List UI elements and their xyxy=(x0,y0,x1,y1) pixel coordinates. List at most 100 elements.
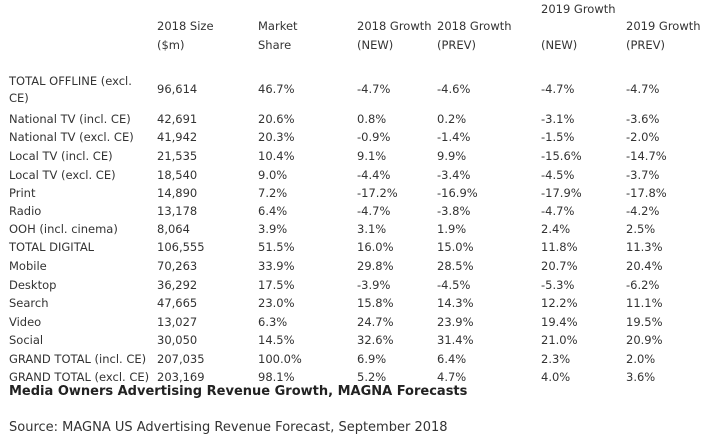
column-header-4-line-2: (PREV) xyxy=(437,38,477,52)
source-note: Source: MAGNA US Advertising Revenue For… xyxy=(9,420,448,435)
table-cell: -3.9% xyxy=(357,278,391,292)
table-caption: Media Owners Advertising Revenue Growth,… xyxy=(9,384,468,399)
table-cell: 2.5% xyxy=(626,222,656,236)
table-cell: 10.4% xyxy=(258,149,295,163)
table-cell: 4.0% xyxy=(541,370,571,384)
table-cell: 11.3% xyxy=(626,240,663,254)
table-cell: 42,691 xyxy=(157,112,198,126)
table-cell: 18,540 xyxy=(157,168,198,182)
row-label: National TV (incl. CE) xyxy=(9,112,131,126)
table-cell: -3.6% xyxy=(626,112,660,126)
row-label: Social xyxy=(9,333,44,347)
table-cell: 96,614 xyxy=(157,82,198,96)
table-cell: 3.9% xyxy=(258,222,288,236)
row-label: TOTAL DIGITAL xyxy=(9,240,95,254)
table-cell: 9.9% xyxy=(437,149,467,163)
column-header-4-line-1: 2018 Growth xyxy=(437,19,512,33)
table-cell: 0.8% xyxy=(357,112,387,126)
table-cell: 15.8% xyxy=(357,296,394,310)
row-label: National TV (excl. CE) xyxy=(9,130,134,144)
table-cell: 2.3% xyxy=(541,352,571,366)
table-cell: 16.0% xyxy=(357,240,394,254)
table-cell: -4.5% xyxy=(437,278,471,292)
table-cell: -4.7% xyxy=(357,204,391,218)
table-cell: -4.5% xyxy=(541,168,575,182)
table-cell: 17.5% xyxy=(258,278,295,292)
table-cell: -4.7% xyxy=(626,82,660,96)
table-cell: 8,064 xyxy=(157,222,190,236)
table-cell: 98.1% xyxy=(258,370,295,384)
table-cell: 36,292 xyxy=(157,278,198,292)
table-cell: -3.1% xyxy=(541,112,575,126)
column-header-2-line-2: Share xyxy=(258,38,292,52)
table-cell: 5.2% xyxy=(357,370,387,384)
table-cell: 20.4% xyxy=(626,259,663,273)
table-cell: -17.9% xyxy=(541,186,582,200)
column-header-5-line-2: (NEW) xyxy=(541,38,578,52)
table-cell: 21,535 xyxy=(157,149,198,163)
table-cell: 28.5% xyxy=(437,259,474,273)
row-label: GRAND TOTAL (excl. CE) xyxy=(9,370,150,384)
table-cell: 203,169 xyxy=(157,370,205,384)
table-cell: 23.9% xyxy=(437,315,474,329)
table-cell: -3.4% xyxy=(437,168,471,182)
column-header-5-line-1: 2019 Growth xyxy=(541,2,616,16)
table-cell: 6.3% xyxy=(258,315,288,329)
table-cell: 1.9% xyxy=(437,222,467,236)
row-label: GRAND TOTAL (incl. CE) xyxy=(9,352,147,366)
table-cell: -4.4% xyxy=(357,168,391,182)
table-cell: 19.4% xyxy=(541,315,578,329)
table-cell: 24.7% xyxy=(357,315,394,329)
table-cell: 32.6% xyxy=(357,333,394,347)
table-cell: -17.8% xyxy=(626,186,667,200)
column-header-1-line-2: ($m) xyxy=(157,38,185,52)
table-cell: -16.9% xyxy=(437,186,478,200)
row-label: Local TV (excl. CE) xyxy=(9,168,116,182)
table-cell: 14.3% xyxy=(437,296,474,310)
table-cell: 29.8% xyxy=(357,259,394,273)
table-cell: 6.4% xyxy=(437,352,467,366)
table-cell: 3.1% xyxy=(357,222,387,236)
table-cell: -4.6% xyxy=(437,82,471,96)
table-cell: 23.0% xyxy=(258,296,295,310)
column-header-1-line-1: 2018 Size xyxy=(157,19,214,33)
column-header-2-line-1: Market xyxy=(258,19,298,33)
table-cell: -1.4% xyxy=(437,130,471,144)
table-cell: 15.0% xyxy=(437,240,474,254)
table-cell: 2.0% xyxy=(626,352,656,366)
row-label: Search xyxy=(9,296,49,310)
table-cell: 30,050 xyxy=(157,333,198,347)
table-cell: 7.2% xyxy=(258,186,288,200)
row-label: Local TV (incl. CE) xyxy=(9,149,113,163)
table-cell: -14.7% xyxy=(626,149,667,163)
table-cell: 47,665 xyxy=(157,296,198,310)
table-cell: 31.4% xyxy=(437,333,474,347)
column-header-6-line-1: 2019 Growth xyxy=(626,19,701,33)
table-cell: 20.7% xyxy=(541,259,578,273)
table-cell: 41,942 xyxy=(157,130,198,144)
table-cell: 19.5% xyxy=(626,315,663,329)
table-cell: -3.8% xyxy=(437,204,471,218)
table-cell: 14.5% xyxy=(258,333,295,347)
row-label: Radio xyxy=(9,204,42,218)
table-cell: 20.9% xyxy=(626,333,663,347)
table-cell: 46.7% xyxy=(258,82,295,96)
table-cell: -4.2% xyxy=(626,204,660,218)
table-cell: 4.7% xyxy=(437,370,467,384)
table-cell: 6.9% xyxy=(357,352,387,366)
table-cell: 51.5% xyxy=(258,240,295,254)
column-header-3-line-2: (NEW) xyxy=(357,38,394,52)
row-label-continued: CE) xyxy=(9,91,29,105)
table-cell: 11.8% xyxy=(541,240,578,254)
table-cell: -0.9% xyxy=(357,130,391,144)
table-cell: 20.3% xyxy=(258,130,295,144)
table-cell: 9.1% xyxy=(357,149,387,163)
table-cell: 6.4% xyxy=(258,204,288,218)
row-label: Mobile xyxy=(9,259,47,273)
row-label: TOTAL OFFLINE (excl. xyxy=(9,74,132,88)
table-cell: -6.2% xyxy=(626,278,660,292)
row-label: Print xyxy=(9,186,36,200)
table-cell: 100.0% xyxy=(258,352,302,366)
table-cell: 33.9% xyxy=(258,259,295,273)
